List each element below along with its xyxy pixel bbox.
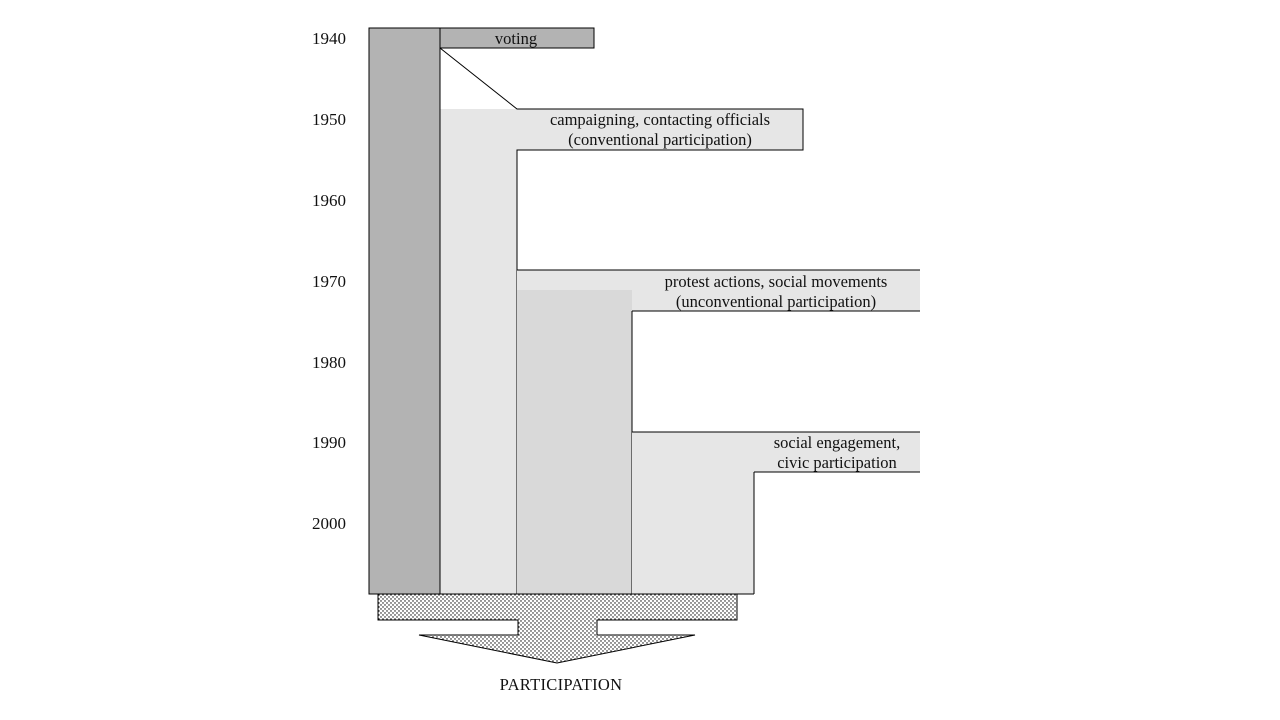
civic-outline [632,431,920,594]
civic-label-line1: social engagement, [774,433,900,452]
unconventional-block: protest actions, social movements (uncon… [517,269,920,594]
conventional-block: campaigning, contacting officials (conve… [439,47,804,594]
civic-label-line2: civic participation [777,453,897,472]
year-axis: 1940 1950 1960 1970 1980 1990 2000 [312,29,346,533]
year-label-1940: 1940 [312,29,346,48]
participation-label: PARTICIPATION [500,675,623,694]
voting-label: voting [495,29,537,48]
voting-block: voting [368,27,595,595]
civic-block: social engagement, civic participation [632,431,920,594]
year-label-1950: 1950 [312,110,346,129]
year-label-1980: 1980 [312,353,346,372]
civic-area [632,432,920,594]
conventional-label-line1: campaigning, contacting officials [550,110,770,129]
conventional-outline [439,47,804,594]
voting-column [368,27,441,595]
unconventional-label-line2: (unconventional participation) [676,292,876,311]
conventional-column [440,109,517,594]
participation-arrow [377,593,738,664]
year-label-2000: 2000 [312,514,346,533]
unconventional-label-line1: protest actions, social movements [665,272,888,291]
year-label-1970: 1970 [312,272,346,291]
year-label-1960: 1960 [312,191,346,210]
conventional-label-line2: (conventional participation) [568,130,752,149]
year-label-1990: 1990 [312,433,346,452]
unconventional-column [517,290,632,594]
